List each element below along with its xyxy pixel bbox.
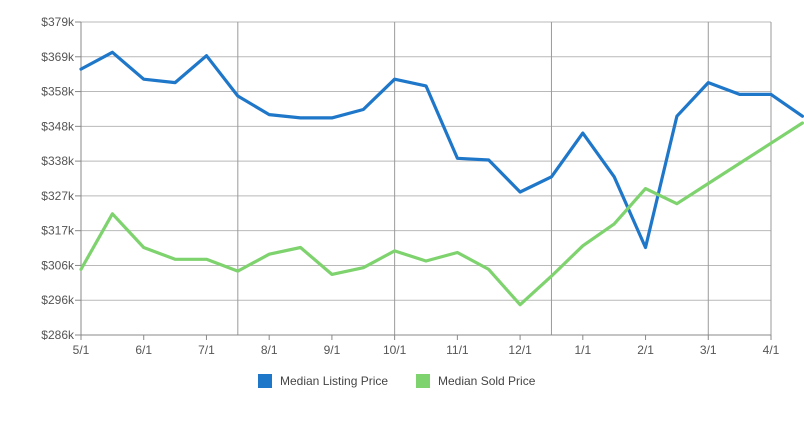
- x-tick-label: 6/1: [135, 343, 152, 357]
- y-tick-label: $358k: [41, 85, 75, 99]
- series: [79, 50, 804, 307]
- y-tick-label: $348k: [41, 119, 75, 133]
- x-tick-label: 1/1: [574, 343, 591, 357]
- y-tick-label: $338k: [41, 154, 75, 168]
- x-tick-label: 4/1: [763, 343, 780, 357]
- series-line-median-listing-price: [79, 50, 804, 250]
- x-tick-label: 10/1: [383, 343, 407, 357]
- legend: Median Listing Price Median Sold Price: [258, 374, 536, 388]
- y-tick-label: $286k: [41, 328, 75, 342]
- x-tick-label: 11/1: [446, 343, 469, 357]
- x-tick-label: 9/1: [324, 343, 341, 357]
- legend-swatch: [258, 374, 272, 388]
- x-tick-label: 2/1: [637, 343, 654, 357]
- x-tick-label: 7/1: [198, 343, 215, 357]
- y-tick-label: $306k: [41, 258, 75, 272]
- axes: $286k $296k $306k $317k $327k $338k $348k $358k…: [41, 15, 779, 357]
- y-tick-label: $317k: [41, 224, 75, 238]
- x-tick-label: 12/1: [508, 343, 532, 357]
- y-tick-label: $379k: [41, 15, 75, 29]
- grid: [81, 21, 772, 336]
- x-tick-label: 3/1: [700, 343, 717, 357]
- y-tick-label: $369k: [41, 50, 75, 64]
- legend-swatch: [416, 374, 430, 388]
- y-tick-label: $296k: [41, 293, 75, 307]
- x-tick-label: 5/1: [73, 343, 90, 357]
- legend-label: Median Listing Price: [280, 374, 388, 388]
- x-tick-label: 8/1: [261, 343, 278, 357]
- y-tick-label: $327k: [41, 189, 75, 203]
- legend-label: Median Sold Price: [438, 374, 536, 388]
- series-line-median-sold-price: [79, 121, 804, 307]
